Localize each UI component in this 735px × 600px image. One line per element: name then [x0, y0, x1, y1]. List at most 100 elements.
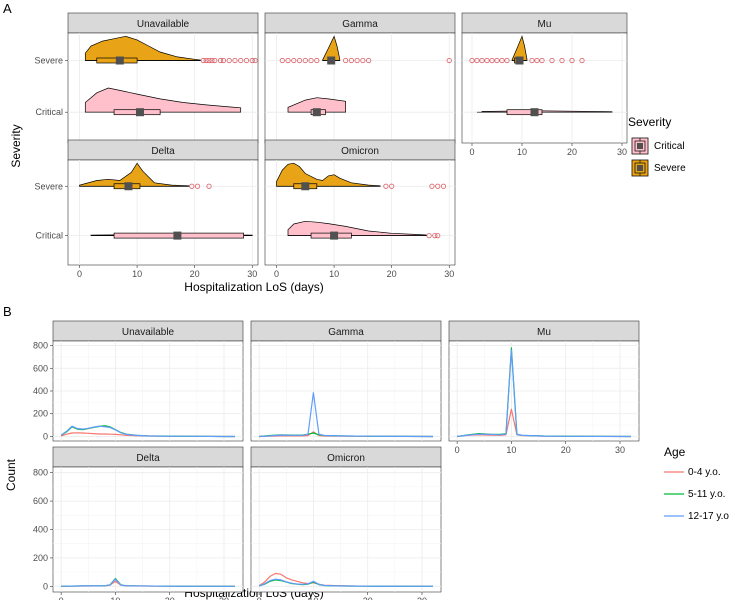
group-critical	[287, 97, 346, 117]
outlier-point	[440, 183, 447, 189]
outlier-point	[435, 233, 441, 239]
outlier-point	[252, 57, 258, 64]
outlier-point	[212, 57, 218, 64]
outlier-point	[189, 183, 195, 189]
y-tick-label: 0	[43, 581, 48, 591]
outlier-point	[484, 57, 490, 64]
x-tick-label: 30	[247, 269, 257, 279]
legend-label-age-12-17: 12-17 y.o	[688, 511, 729, 522]
outlier-point	[389, 183, 395, 189]
y-tick-label: 800	[33, 468, 48, 478]
outlier-point	[539, 57, 545, 64]
facet-strip-label: Mu	[537, 327, 551, 338]
facet-a-omicron: Omicron 0 10 20 30	[264, 139, 456, 279]
outlier-point	[302, 57, 308, 64]
violin-critical	[287, 220, 427, 236]
series-line-12-17-y-o	[258, 578, 433, 587]
y-tick-label: 800	[33, 341, 48, 351]
x-tick-label: 10	[329, 269, 339, 279]
violin-severe	[79, 162, 190, 187]
outlier-point	[343, 57, 349, 64]
x-tick-label: 10	[110, 596, 120, 600]
facet-strip-label: Gamma	[342, 19, 378, 30]
legend-key-critical	[631, 137, 649, 155]
x-tick-label: 30	[219, 596, 229, 600]
facet-strip-label: Unavailable	[137, 19, 190, 30]
plot-area	[461, 32, 628, 144]
mean-marker	[173, 231, 182, 240]
panel-a-x-axis-title: Hospitalization LoS (days)	[184, 280, 323, 294]
x-tick-label: 0	[59, 596, 64, 600]
violin-severe	[84, 35, 201, 61]
legend-label-age-0-4: 0-4 y.o.	[688, 467, 721, 478]
group-critical	[90, 231, 253, 240]
group-severe	[79, 162, 212, 191]
box-iqr	[506, 109, 543, 116]
plot-area	[67, 159, 259, 266]
x-tick-label: 30	[444, 269, 454, 279]
legend-label-severe: Severe	[654, 163, 686, 174]
mean-marker	[135, 108, 144, 117]
x-tick-label: 20	[363, 596, 373, 600]
outlier-point	[366, 57, 372, 64]
outlier-point	[220, 57, 227, 64]
x-tick-label: 0	[469, 147, 474, 157]
y-tick-label: Severe	[34, 181, 63, 191]
outlier-point	[360, 57, 366, 64]
outlier-point	[499, 57, 505, 64]
outlier-point	[296, 57, 303, 64]
facet-strip-label: Delta	[151, 146, 175, 157]
outlier-point	[494, 57, 500, 64]
y-tick-label: 600	[33, 363, 48, 373]
outlier-point	[426, 233, 432, 239]
panel-a-label: A	[3, 1, 12, 16]
mean-marker	[330, 231, 339, 240]
y-tick-label: 600	[33, 496, 48, 506]
x-tick-label: 30	[615, 445, 625, 455]
x-tick-label: 0	[77, 269, 82, 279]
x-tick-label: 10	[517, 147, 527, 157]
x-tick-label: 30	[617, 147, 627, 157]
outlier-point	[529, 57, 535, 64]
outlier-point	[206, 57, 212, 64]
y-tick-label: 200	[33, 553, 48, 563]
outlier-point	[209, 57, 215, 64]
outlier-point	[479, 57, 485, 64]
x-tick-label: 20	[190, 269, 200, 279]
facet-a-gamma: Gamma	[264, 12, 456, 144]
facet-strip-label: Delta	[136, 453, 160, 464]
outlier-point	[474, 57, 480, 64]
outlier-point	[308, 57, 314, 64]
facet-strip-label: Omicron	[327, 453, 365, 464]
legend-label-critical: Critical	[654, 141, 685, 152]
group-severe	[84, 35, 258, 65]
outlier-point	[432, 233, 438, 239]
outlier-point	[383, 183, 389, 189]
outlier-point	[314, 57, 320, 64]
violin-critical	[84, 87, 242, 113]
mean-marker	[312, 108, 321, 117]
outlier-point	[243, 57, 250, 64]
outlier-point	[203, 57, 209, 64]
group-critical	[84, 87, 242, 117]
outlier-point	[469, 57, 475, 64]
y-tick-label: 400	[33, 386, 48, 396]
panel-b-y-axis-title: Count	[4, 458, 18, 491]
mean-marker	[327, 56, 336, 65]
facet-b-mu: Mu 0 10 20 30	[448, 320, 640, 455]
plot-area	[264, 32, 456, 144]
y-tick-label: Critical	[35, 107, 63, 117]
series-line-12-17-y-o	[61, 578, 235, 587]
outlier-point	[285, 57, 291, 64]
outlier-point	[489, 57, 495, 64]
facet-b-omicron: Omicron 0 10 20 30	[250, 446, 442, 600]
violin-severe	[276, 162, 381, 187]
group-severe	[469, 35, 585, 65]
legend-key-mean	[637, 165, 643, 171]
outlier-point	[549, 57, 555, 64]
group-severe	[276, 162, 447, 191]
outlier-point	[534, 57, 540, 64]
outlier-point	[279, 57, 285, 64]
